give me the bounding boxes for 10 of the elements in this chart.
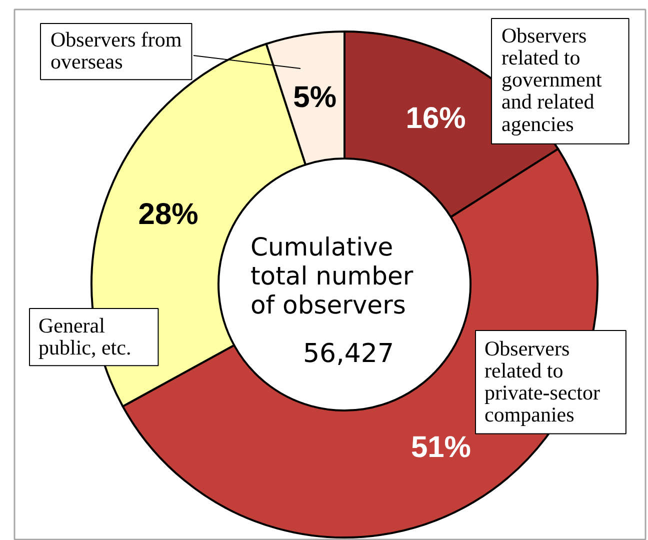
slice-label: Observers related to government and related agencies xyxy=(502,24,602,136)
slice-label: General public, etc. xyxy=(38,314,132,360)
data-label: 5% xyxy=(293,80,337,114)
data-label: 16% xyxy=(406,102,466,135)
slice-label: Observers from overseas xyxy=(50,28,182,74)
slice-label: Observers related to private-sector companies xyxy=(484,336,600,427)
data-label: 28% xyxy=(138,198,198,232)
data-label: 51% xyxy=(410,431,471,464)
text: Cumulative total number of observers xyxy=(250,232,414,320)
text: 56,427 xyxy=(303,339,394,369)
